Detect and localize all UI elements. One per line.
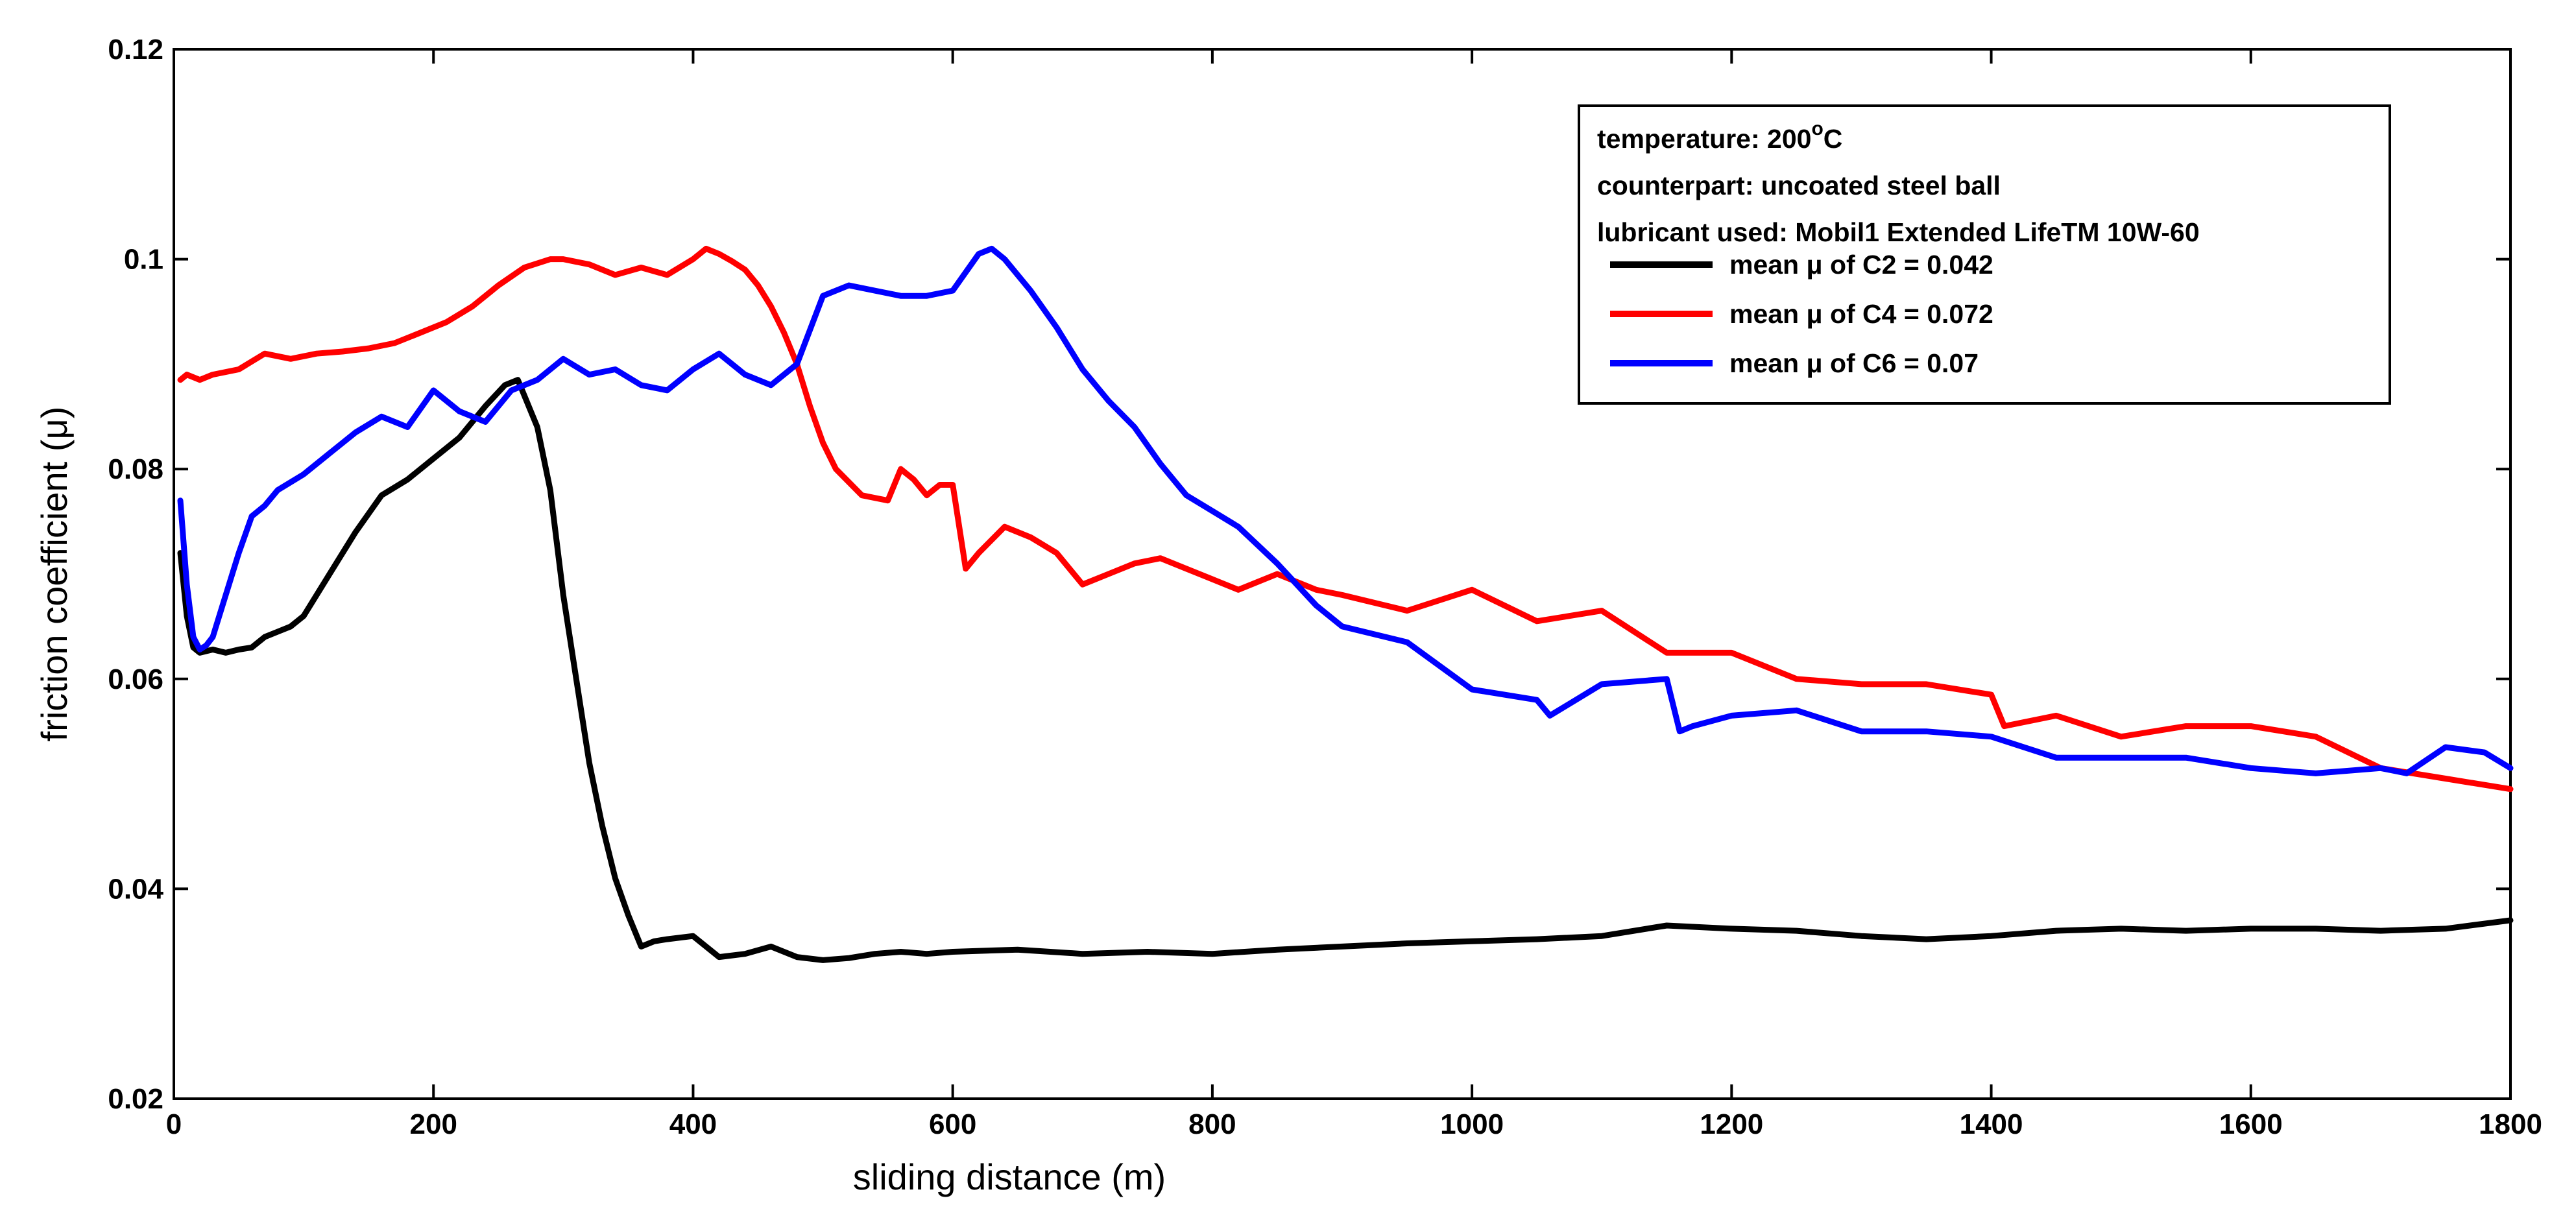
series-line-3 xyxy=(177,245,2514,776)
legend-counterpart: counterpart: uncoated steel ball xyxy=(1597,171,2001,200)
y-tick-label: 0.02 xyxy=(108,1083,163,1115)
x-tick-label: 200 xyxy=(410,1108,457,1140)
x-tick-label: 1200 xyxy=(1700,1108,1763,1140)
ticks-layer: 0 200 400 600 800 1000 1200 1400 1600 1800 0.02 0.0… xyxy=(108,34,2542,1140)
y-tick-label: 0.04 xyxy=(108,873,163,905)
y-tick-label: 0.06 xyxy=(108,663,163,695)
legend-temperature: temperature: 200oC xyxy=(1597,118,1842,154)
legend: temperature: 200oC counterpart: uncoated… xyxy=(1578,104,2391,405)
x-tick-label: 1800 xyxy=(2479,1108,2542,1140)
series-layer xyxy=(177,245,2514,963)
x-tick-label: 1000 xyxy=(1440,1108,1504,1140)
y-axis-label: friction coefficient (μ) xyxy=(34,407,75,742)
legend-lubricant: lubricant used: Mobil1 Extended LifeTM 1… xyxy=(1597,217,2200,247)
legend-box xyxy=(1578,104,2391,405)
legend-entries: mean μ of C2 = 0.042 mean μ of C4 = 0.072… xyxy=(1610,250,1993,378)
legend-entry-label-1: mean μ of C2 = 0.042 xyxy=(1729,250,1993,280)
y-tick-label: 0.12 xyxy=(108,34,163,66)
x-tick-label: 1400 xyxy=(1960,1108,2023,1140)
x-tick-label: 0 xyxy=(166,1108,182,1140)
x-tick-label: 800 xyxy=(1188,1108,1236,1140)
x-tick-label: 600 xyxy=(929,1108,976,1140)
x-tick-label: 400 xyxy=(669,1108,717,1140)
x-axis-label: sliding distance (m) xyxy=(853,1156,1166,1197)
y-tick-label: 0.1 xyxy=(124,244,163,276)
series-line-2 xyxy=(177,245,2514,793)
series-line-1 xyxy=(177,377,2514,963)
legend-temperature-unit: C xyxy=(1824,124,1843,154)
legend-entry-label-2: mean μ of C4 = 0.072 xyxy=(1729,299,1993,329)
y-tick-label: 0.08 xyxy=(108,453,163,485)
legend-degree-sign: o xyxy=(1811,118,1823,139)
x-tick-label: 1600 xyxy=(2219,1108,2283,1140)
legend-temperature-prefix: temperature: 200 xyxy=(1597,124,1811,154)
legend-entry-label-3: mean μ of C6 = 0.07 xyxy=(1729,348,1979,378)
